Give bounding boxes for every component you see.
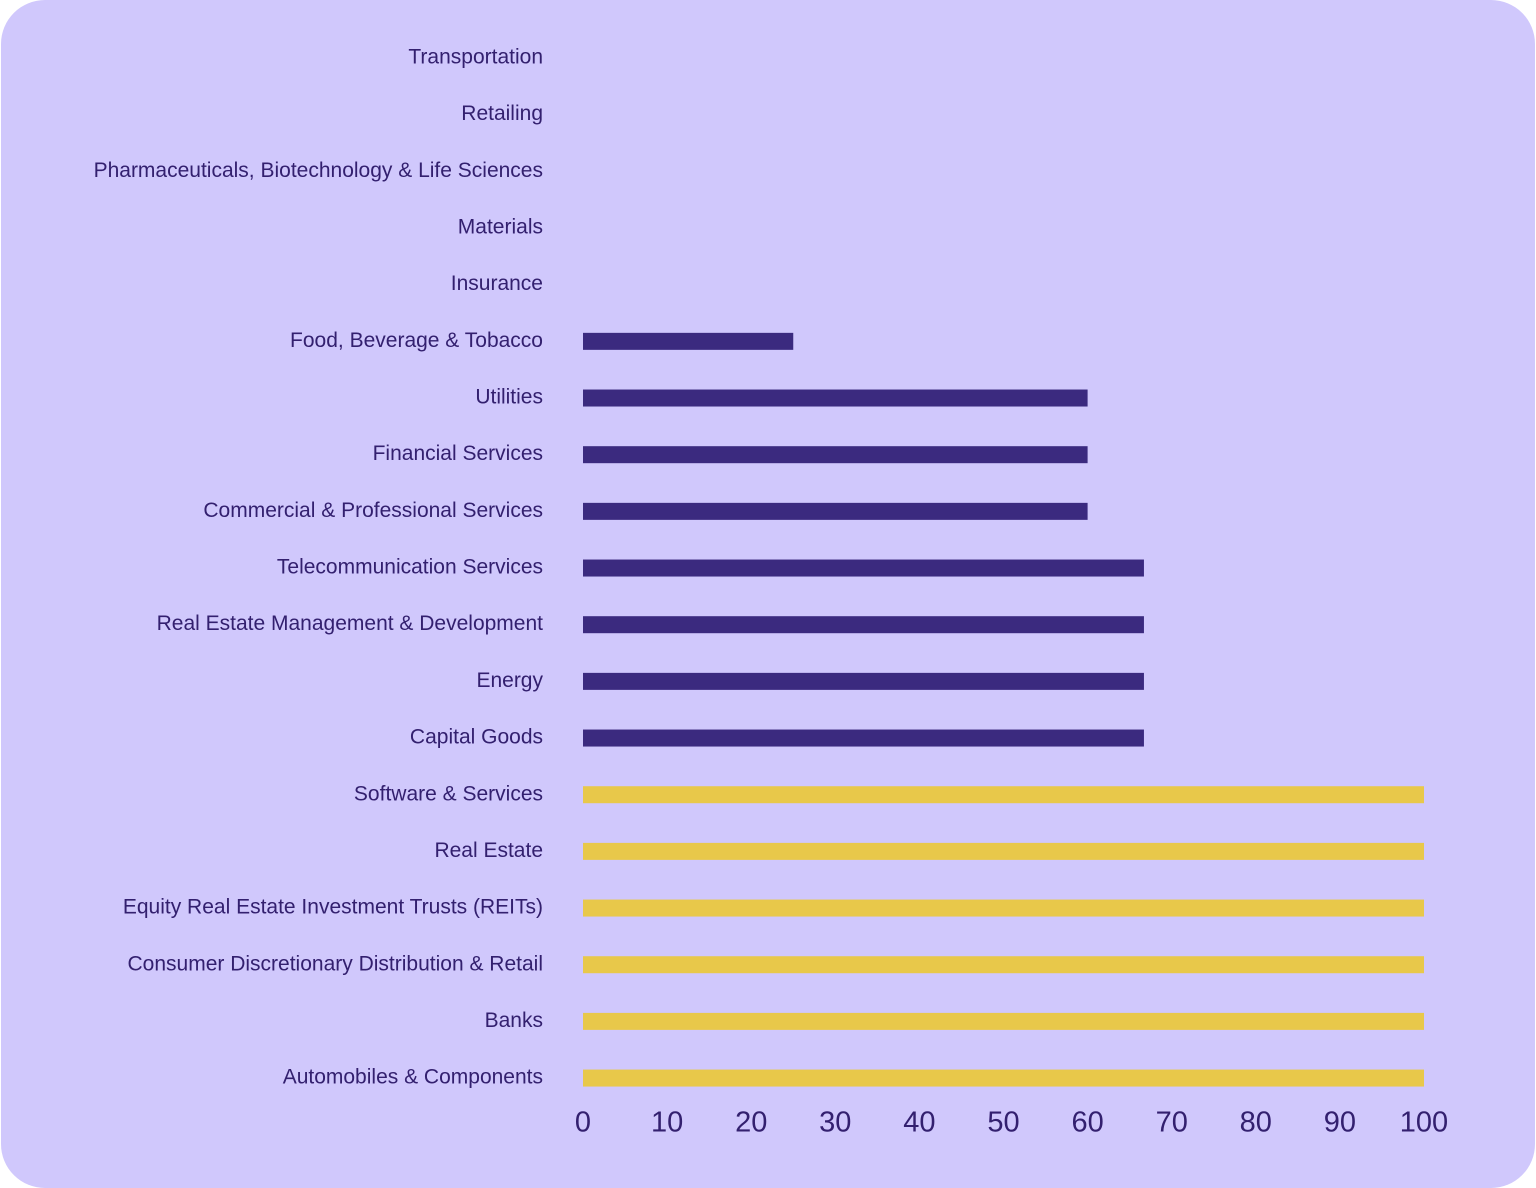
y-tick-label: Energy (476, 669, 543, 692)
y-tick-label: Telecommunication Services (277, 556, 543, 579)
y-tick-label: Retailing (461, 102, 543, 125)
y-tick-label: Utilities (475, 386, 543, 409)
bar (583, 1069, 1424, 1087)
x-tick-label: 60 (1071, 1107, 1103, 1139)
x-tick-label: 10 (651, 1107, 683, 1139)
bar (583, 616, 1144, 634)
x-tick-label: 70 (1156, 1107, 1188, 1139)
x-tick-label: 90 (1324, 1107, 1356, 1139)
bar (583, 672, 1144, 690)
bar (583, 332, 794, 350)
bar (583, 1012, 1424, 1030)
y-tick-label: Consumer Discretionary Distribution & Re… (128, 952, 543, 975)
y-tick-label: Transportation (408, 46, 543, 69)
x-tick-label: 30 (819, 1107, 851, 1139)
y-tick-label: Insurance (451, 272, 543, 295)
y-tick-label: Commercial & Professional Services (203, 499, 543, 522)
x-tick-label: 80 (1240, 1107, 1272, 1139)
y-tick-label: Automobiles & Components (283, 1066, 543, 1089)
bar (583, 786, 1424, 804)
bar (583, 559, 1144, 577)
x-tick-label: 0 (575, 1107, 591, 1139)
bar (583, 502, 1088, 520)
y-tick-label: Software & Services (354, 782, 543, 805)
bar (583, 899, 1424, 917)
y-tick-label: Banks (485, 1009, 543, 1032)
x-tick-label: 100 (1400, 1107, 1448, 1139)
bar (583, 956, 1424, 974)
y-tick-label: Food, Beverage & Tobacco (290, 329, 543, 352)
y-tick-label: Pharmaceuticals, Biotechnology & Life Sc… (94, 159, 543, 182)
bar (583, 389, 1088, 407)
y-tick-label: Financial Services (373, 442, 543, 465)
bar (583, 842, 1424, 860)
x-tick-label: 20 (735, 1107, 767, 1139)
bar (583, 446, 1088, 464)
x-tick-label: 40 (903, 1107, 935, 1139)
x-tick-label: 50 (987, 1107, 1019, 1139)
bar (583, 729, 1144, 747)
y-tick-label: Capital Goods (410, 726, 543, 749)
y-tick-label: Materials (458, 216, 543, 239)
y-tick-label: Real Estate (434, 839, 543, 862)
y-tick-label: Real Estate Management & Development (157, 612, 544, 635)
y-tick-label: Equity Real Estate Investment Trusts (RE… (123, 896, 543, 919)
